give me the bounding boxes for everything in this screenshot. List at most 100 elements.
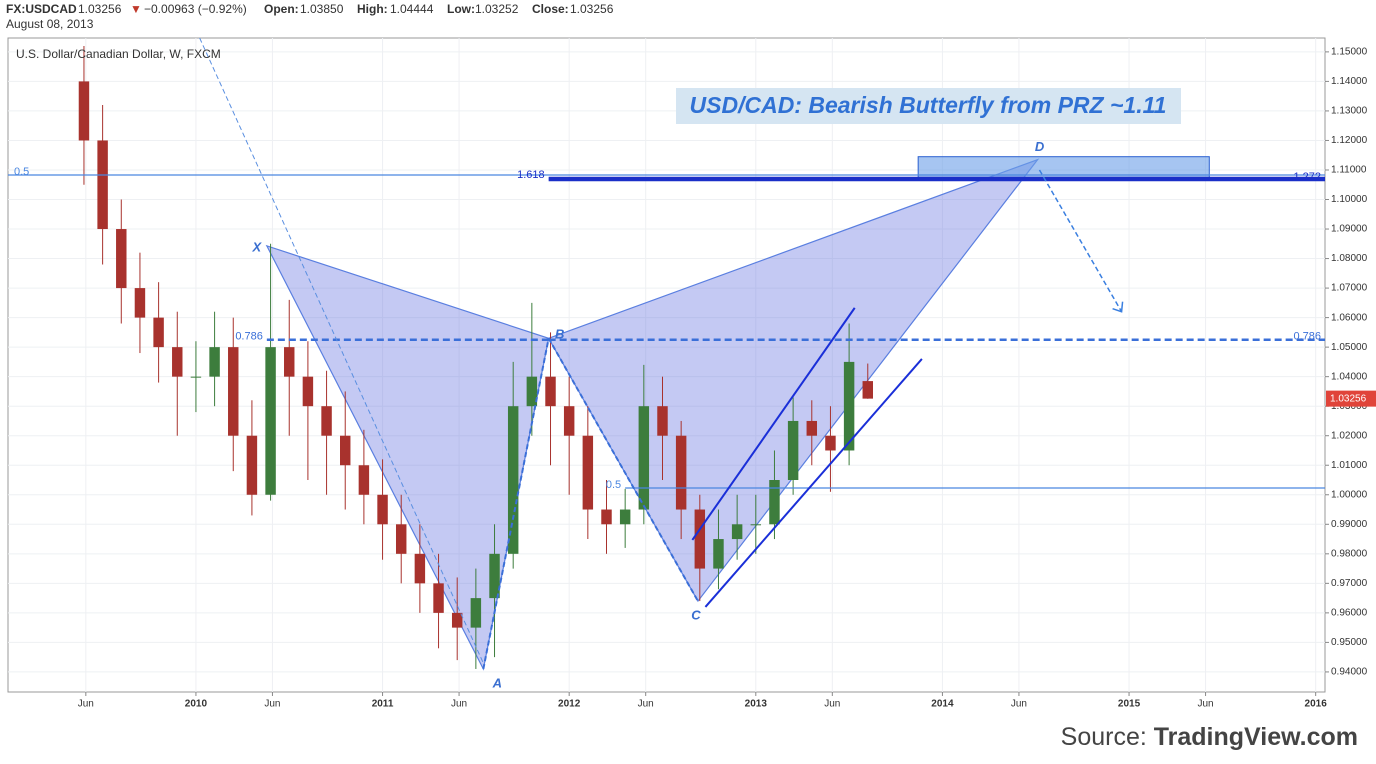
candle-body	[97, 140, 108, 230]
low-label: Low:	[447, 2, 475, 16]
trend-line	[1038, 169, 1123, 313]
trend-line	[691, 307, 856, 541]
fib-label: 0.5	[14, 166, 29, 178]
open-label: Open:	[264, 2, 299, 16]
candle-body	[284, 347, 295, 377]
candle-body	[713, 539, 724, 569]
candle-body	[470, 598, 482, 628]
y-tick-label: 1.06000	[1331, 312, 1368, 323]
price-tag-label: 1.03256	[1330, 393, 1367, 404]
y-tick-label: 0.98000	[1331, 548, 1368, 559]
source-prefix: Source:	[1061, 723, 1147, 751]
candle-body	[694, 509, 706, 569]
y-tick-label: 1.04000	[1331, 371, 1368, 382]
fib-label: 1.618	[517, 169, 545, 181]
candle-body	[377, 494, 388, 525]
price: 1.03256	[78, 2, 122, 16]
x-tick-label: Jun	[451, 699, 467, 710]
low: 1.03252	[475, 2, 519, 16]
y-tick-label: 0.97000	[1331, 578, 1368, 589]
candle-body	[769, 480, 780, 525]
candle-body	[228, 347, 239, 436]
candle-body	[619, 509, 631, 525]
pattern-point-label: A	[492, 675, 502, 690]
date: August 08, 2013	[6, 17, 94, 31]
y-tick-label: 0.94000	[1331, 667, 1368, 678]
candle-body	[209, 347, 220, 377]
candle-body	[302, 376, 314, 407]
y-tick-label: 0.99000	[1331, 519, 1368, 530]
trend-line	[704, 358, 923, 608]
trend-line	[547, 337, 699, 602]
y-tick-label: 1.14000	[1331, 76, 1368, 87]
pattern-point-label: X	[252, 239, 263, 254]
change: −0.00963 (−0.92%)	[144, 2, 247, 16]
x-tick-label: 2011	[372, 699, 394, 710]
candle-body	[246, 435, 258, 495]
x-tick-label: 2015	[1118, 699, 1141, 710]
y-tick-label: 1.10000	[1331, 194, 1368, 205]
high-label: High:	[357, 2, 388, 16]
candle-body	[340, 435, 351, 466]
pattern-point-label: D	[1035, 139, 1045, 154]
high: 1.04444	[390, 2, 434, 16]
candle-body	[657, 406, 668, 436]
y-tick-label: 1.09000	[1331, 224, 1368, 235]
header: FX:USDCAD 1.03256 ▼ −0.00963 (−0.92%) Op…	[6, 2, 614, 31]
candle-body	[153, 317, 164, 348]
candle-body	[265, 347, 276, 495]
close: 1.03256	[570, 2, 614, 16]
candle-body	[190, 376, 202, 378]
candle-body	[526, 376, 538, 407]
x-tick-label: 2012	[558, 699, 581, 710]
x-tick-label: 2010	[185, 699, 208, 710]
x-tick-label: 2014	[931, 699, 954, 710]
y-tick-label: 0.96000	[1331, 608, 1368, 619]
y-tick-label: 1.07000	[1331, 283, 1368, 294]
x-tick-label: Jun	[1197, 699, 1213, 710]
y-tick-label: 1.05000	[1331, 342, 1368, 353]
arrow-head	[1112, 301, 1124, 313]
candle-body	[638, 406, 650, 510]
fib-label: 0.786	[1293, 331, 1321, 343]
y-tick-label: 1.13000	[1331, 106, 1368, 117]
y-tick-label: 0.95000	[1331, 637, 1368, 648]
candle-body	[862, 381, 873, 399]
source: Source: TradingView.com	[1061, 723, 1358, 751]
candle-body	[787, 420, 799, 481]
chart-title: USD/CAD: Bearish Butterfly from PRZ ~1.1…	[690, 92, 1167, 118]
fib-label: 0.5	[606, 479, 621, 491]
fib-label: 0.786	[235, 331, 263, 343]
trend-line	[482, 338, 550, 670]
pattern-point-label: C	[691, 607, 701, 622]
candle-body	[116, 229, 127, 289]
y-tick-label: 1.08000	[1331, 253, 1368, 264]
y-tick-label: 1.02000	[1331, 430, 1368, 441]
candle-body	[825, 435, 836, 451]
x-tick-label: Jun	[264, 699, 280, 710]
chart-subtitle: U.S. Dollar/Canadian Dollar, W, FXCM	[16, 47, 221, 61]
candle-body	[358, 465, 370, 495]
candle-body	[489, 553, 500, 599]
candle-body	[750, 524, 762, 526]
candles	[78, 45, 873, 669]
plot-area	[8, 38, 1325, 692]
y-tick-label: 1.01000	[1331, 460, 1368, 471]
candle-body	[563, 406, 575, 436]
candle-body	[507, 406, 519, 554]
pattern-point-label: B	[555, 327, 564, 342]
candle-body	[806, 420, 818, 436]
fib-label: 1.272	[1293, 171, 1321, 183]
price-tag	[1326, 390, 1376, 407]
arrow: ▼	[130, 2, 142, 16]
source-name: TradingView.com	[1154, 723, 1358, 751]
candle-body	[843, 361, 855, 451]
symbol: FX:USDCAD	[6, 2, 77, 16]
x-tick-label: Jun	[824, 699, 840, 710]
candle-body	[545, 376, 556, 407]
candle-body	[582, 435, 594, 510]
candle-body	[78, 81, 90, 141]
x-tick-label: Jun	[1011, 699, 1027, 710]
candle-body	[601, 509, 612, 525]
